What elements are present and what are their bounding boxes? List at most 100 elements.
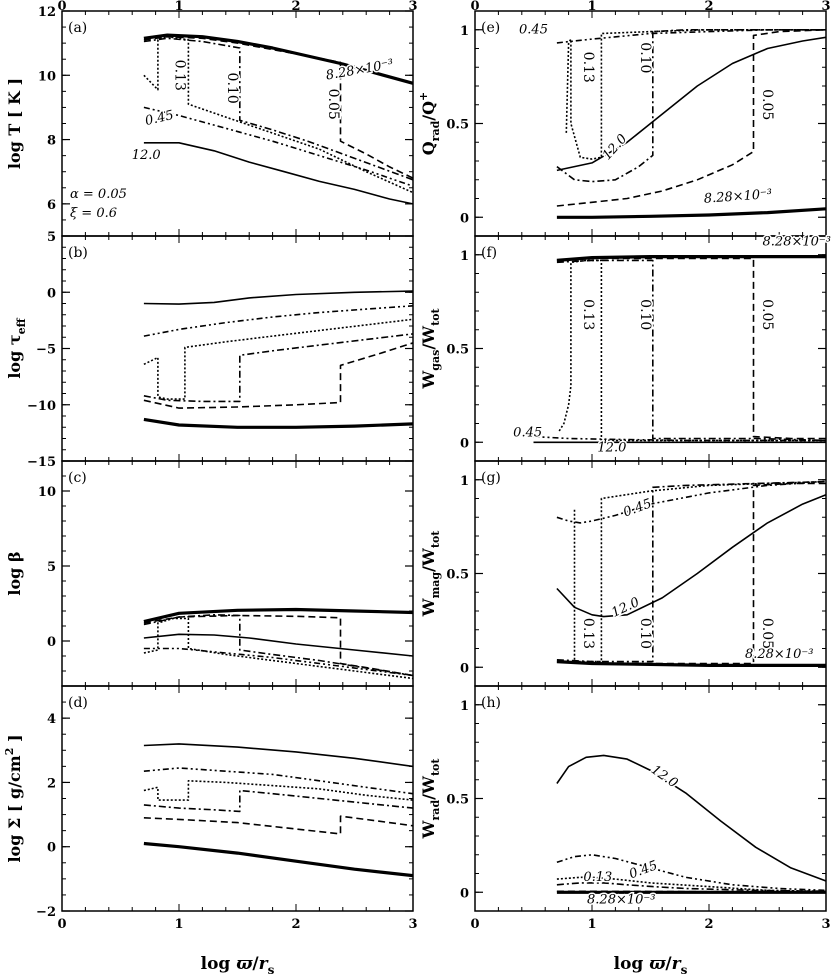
series-group [556,754,826,894]
y-tick-label: 0.5 [446,118,469,133]
ylabel-part: tot [429,530,442,548]
x-tick-label-top: 2 [291,0,300,14]
panel-b: −15 −10 −5 0 5 (b) [27,230,414,470]
y-tick-label: −15 [27,455,56,470]
ylabel-part: tot [429,307,442,325]
panel-label: (f) [481,245,497,261]
param-note: α = 0.05 [70,187,127,202]
series-line-0_10 [143,613,413,677]
series-group [533,255,826,444]
curve-label: 0.10 [637,618,653,649]
curve-label: 0.10 [637,299,653,330]
curve-label: 0.10 [224,73,240,104]
x-tick-label: 0 [57,917,66,932]
series-line-12_0 [143,142,413,205]
x-axis-label: log ϖ/rs [201,954,275,977]
series-line-0_10 [556,480,826,663]
xlabel-part: s [268,963,275,977]
series-line-0_13 [143,617,413,680]
series-line-0_45 [143,106,413,187]
curve-label: 12.0 [132,148,161,163]
series-group [143,743,413,878]
x-tick-label-top: 1 [587,0,596,14]
panel-label: (a) [68,20,87,36]
ylabel-part: log β [5,551,24,595]
y-tick-label: 5 [47,230,56,245]
series-line-12_0 [143,743,413,768]
panel-label: (e) [481,20,500,36]
y-tick-label: −5 [36,343,56,358]
y-tick-label: 2 [47,776,56,791]
series-group [143,607,413,680]
panel-label: (g) [481,470,501,486]
y-tick-label: 12 [38,5,56,20]
panel-label: (c) [68,470,87,486]
series-line-0_05 [556,890,826,893]
panel-frame [474,685,827,912]
y-tick-label: 0 [47,841,56,856]
x-tick-label: 3 [821,917,830,932]
curve-label: 8.28×10⁻³ [587,893,655,908]
panel-label: (d) [68,695,88,711]
curve-label: 0.45 [627,858,659,882]
y-tick-label: 5 [47,560,56,575]
series-line-0_05 [143,815,413,835]
ylabel-part: W [419,597,438,617]
curve-label: 0.13 [580,618,596,649]
series-line-0_05 [143,35,413,179]
y-tick-label: 0 [460,661,469,676]
series-line-12_0 [556,36,826,172]
curve-label: 0.13 [583,870,612,885]
ylabel-part: /W [419,775,438,800]
curve-label: 0.45 [144,108,176,129]
xlabel-part: log [614,954,650,974]
series-line-0_13 [143,779,413,801]
series-line-8_28e-3 [143,417,413,429]
series-line-0_13 [558,259,826,442]
series-line-0_13 [143,318,413,400]
series-line-0_45 [556,28,826,44]
xlabel-part: s [681,963,688,977]
curve-label: 0.13 [171,60,187,91]
curve-label: 8.28×10⁻³ [703,187,772,207]
series-line-0_45 [143,305,413,337]
series-line-0_45 [143,647,413,677]
curve-label: 0.45 [513,426,542,441]
series-line-12_0 [143,633,413,657]
x-tick-label: 3 [408,917,417,932]
curve-label: 12.0 [597,441,626,456]
x-tick-label-top: 3 [408,0,417,14]
y-axis-label: log τeff [5,317,28,378]
curve-label: 0.05 [759,299,775,330]
xlabel-part: ϖ [236,954,253,974]
x-tick-label: 2 [704,917,713,932]
y-tick-label: 0 [47,635,56,650]
x-tick-label-top: 3 [821,0,830,14]
xlabel-part: ϖ [649,954,666,974]
y-tick-label: 0 [460,886,469,901]
ylabel-part: log Σ [ g/cm [5,755,24,862]
y-axis-label: Wrad/Wtot [419,758,442,840]
y-tick-label: 0 [47,286,56,301]
x-axis-label: log ϖ/rs [614,954,688,977]
y-tick-label: −2 [36,905,56,920]
y-tick-label: 0.5 [446,568,469,583]
curve-label: 0.10 [637,42,653,73]
ylabel-part: Q [419,141,438,155]
series-line-12_0 [556,754,826,882]
x-tick-label: 1 [174,917,183,932]
series-line-0_05 [143,614,413,677]
series-line-0_45 [556,480,826,524]
series-line-8_28e-3 [143,841,413,878]
ylabel-part: /W [419,547,438,572]
x-tick-label-top: 2 [704,0,713,14]
panel-g: 0 0.5 1 0.45 12.0 0.13 0.10 0.058.28×10⁻³ (g) [446,460,827,687]
curve-label: 0.45 [519,23,548,38]
ylabel-part: 2 [3,748,16,756]
param-note: ξ = 0.6 [70,206,117,221]
y-tick-label: 0 [460,436,469,451]
x-tick-label-top: 0 [470,0,479,14]
y-tick-label: 0 [460,211,469,226]
